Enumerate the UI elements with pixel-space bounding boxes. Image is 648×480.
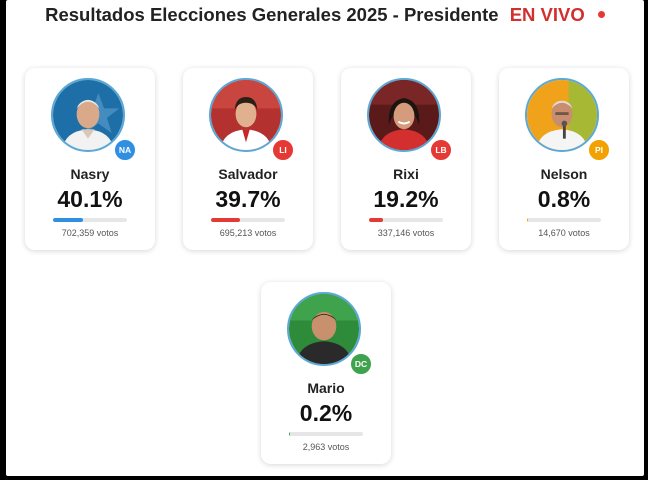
candidate-avatar bbox=[209, 78, 283, 152]
progress-bar bbox=[53, 218, 127, 222]
candidate-card-nelson[interactable]: PI Nelson 0.8% 14,670 votos bbox=[499, 68, 629, 250]
candidate-name: Nelson bbox=[540, 166, 588, 182]
page-title: Resultados Elecciones Generales 2025 - P… bbox=[6, 4, 644, 30]
candidate-percent: 0.2% bbox=[299, 400, 353, 426]
progress-fill bbox=[53, 218, 83, 222]
party-badge: NA bbox=[113, 138, 137, 162]
progress-bar bbox=[211, 218, 285, 222]
candidate-avatar bbox=[51, 78, 125, 152]
candidate-name: Mario bbox=[307, 380, 345, 396]
candidate-card-rixi[interactable]: LB Rixi 19.2% 337,146 votos bbox=[341, 68, 471, 250]
candidate-votes: 337,146 votos bbox=[377, 228, 435, 238]
candidate-votes: 702,359 votos bbox=[61, 228, 119, 238]
live-label: EN VIVO bbox=[509, 4, 585, 25]
progress-fill bbox=[369, 218, 384, 222]
candidate-percent: 40.1% bbox=[57, 186, 123, 212]
live-dot-icon bbox=[597, 10, 605, 18]
candidate-card-salvador[interactable]: LI Salvador 39.7% 695,213 votos bbox=[183, 68, 313, 250]
candidate-avatar bbox=[525, 78, 599, 152]
candidate-card-nasry[interactable]: NA Nasry 40.1% 702,359 votos bbox=[25, 68, 155, 250]
candidate-votes: 14,670 votos bbox=[538, 228, 590, 238]
candidate-votes: 2,963 votos bbox=[302, 442, 350, 452]
party-badge: LI bbox=[271, 138, 295, 162]
candidate-avatar bbox=[287, 292, 361, 366]
party-badge: DC bbox=[349, 352, 373, 376]
candidate-votes: 695,213 votos bbox=[219, 228, 277, 238]
candidate-avatar bbox=[367, 78, 441, 152]
results-page: Resultados Elecciones Generales 2025 - P… bbox=[6, 0, 644, 476]
candidate-name: Salvador bbox=[218, 166, 278, 182]
candidate-percent: 0.8% bbox=[537, 186, 591, 212]
progress-bar bbox=[527, 218, 601, 222]
candidate-percent: 39.7% bbox=[215, 186, 281, 212]
candidate-percent: 19.2% bbox=[373, 186, 439, 212]
candidate-name: Nasry bbox=[70, 166, 110, 182]
party-badge: LB bbox=[429, 138, 453, 162]
candidate-card-mario[interactable]: DC Mario 0.2% 2,963 votos bbox=[261, 282, 391, 464]
title-text: Resultados Elecciones Generales 2025 - P… bbox=[45, 4, 499, 25]
progress-bar bbox=[369, 218, 443, 222]
progress-fill bbox=[211, 218, 241, 222]
progress-bar bbox=[289, 432, 363, 436]
candidate-name: Rixi bbox=[393, 166, 419, 182]
party-badge: PI bbox=[587, 138, 611, 162]
progress-fill bbox=[289, 432, 290, 436]
progress-fill bbox=[527, 218, 528, 222]
